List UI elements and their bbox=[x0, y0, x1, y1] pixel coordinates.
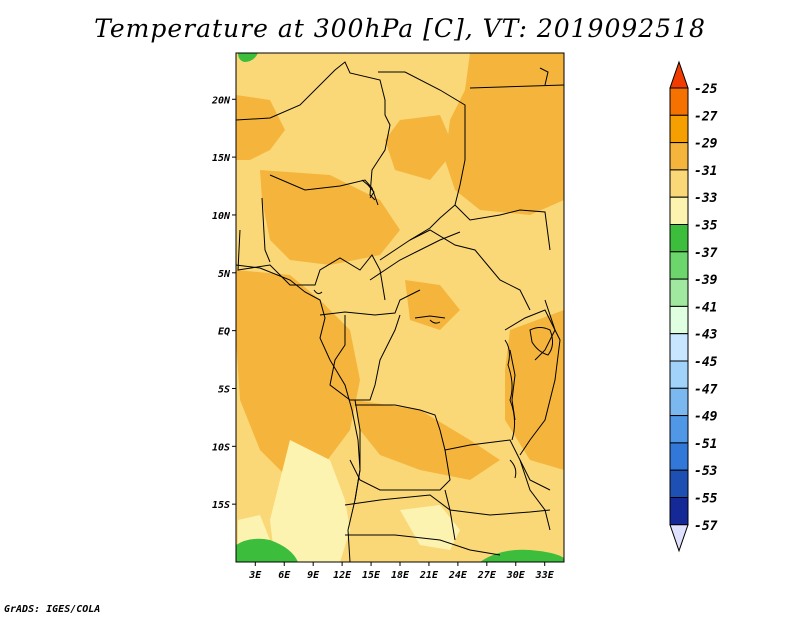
lon-tick-label: 18E bbox=[391, 570, 410, 581]
lon-tick-label: 6E bbox=[278, 570, 291, 581]
colorbar-label: -53 bbox=[694, 464, 718, 479]
colorbar-label: -29 bbox=[694, 137, 718, 152]
colorbar-label: -43 bbox=[694, 328, 718, 343]
colorbar-swatch bbox=[669, 142, 689, 171]
grads-credit: GrADS: IGES/COLA bbox=[4, 604, 101, 615]
colorbar-label: -49 bbox=[694, 410, 718, 425]
lat-tick-label: EQ bbox=[218, 327, 230, 338]
colorbar-swatch bbox=[669, 360, 689, 389]
lat-tick-label: 20N bbox=[211, 95, 231, 106]
lon-tick-label: 21E bbox=[419, 570, 439, 581]
green-regions bbox=[236, 53, 564, 562]
colorbar-label: -35 bbox=[694, 219, 718, 234]
lat-tick-label: 10N bbox=[212, 211, 231, 222]
lon-tick-label: 24E bbox=[448, 570, 468, 581]
colorbar-swatch bbox=[669, 169, 689, 198]
colorbar-swatch bbox=[669, 469, 689, 499]
colorbar-bottom-arrow bbox=[669, 524, 689, 553]
colorbar: -25 -27 -29 -31 -33 -35 -37 -39 -41 -43 -45 -47 -49 -… bbox=[669, 60, 718, 553]
colorbar-top-arrow bbox=[669, 60, 689, 89]
lat-tick-label: 5N bbox=[218, 269, 231, 280]
lon-tick-label: 9E bbox=[307, 570, 320, 581]
lat-tick-label: 10S bbox=[212, 442, 230, 453]
colorbar-label: -57 bbox=[694, 519, 718, 534]
coastline-lakes bbox=[236, 67, 554, 501]
lon-tick-label: 27E bbox=[477, 570, 497, 581]
colorbar-swatch bbox=[669, 305, 689, 335]
colorbar-label: -41 bbox=[694, 300, 717, 315]
country-borders bbox=[236, 61, 564, 562]
colorbar-label: -37 bbox=[694, 246, 718, 261]
colorbar-swatch bbox=[669, 442, 689, 471]
colorbar-label: -33 bbox=[694, 191, 718, 206]
lon-tick-label: 30E bbox=[506, 570, 526, 581]
colorbar-label: -47 bbox=[694, 382, 718, 397]
colorbar-swatch bbox=[669, 87, 689, 116]
lon-tick-label: 12E bbox=[333, 570, 352, 581]
lat-tick-label: 5S bbox=[218, 384, 230, 395]
colorbar-swatch bbox=[669, 497, 689, 526]
longitude-axis: 3E 6E 9E 12E 15E 18E 21E 24E 27E 30E 33E bbox=[248, 562, 555, 581]
colorbar-swatch bbox=[669, 333, 689, 362]
lon-tick-label: 15E bbox=[362, 570, 381, 581]
colorbar-label: -45 bbox=[694, 355, 718, 370]
colorbar-swatch bbox=[669, 415, 689, 444]
latitude-axis: 20N 15N 10N 5N EQ 5S 10S 15S bbox=[211, 95, 236, 511]
colorbar-label: -55 bbox=[694, 492, 718, 507]
colorbar-label: -39 bbox=[694, 273, 718, 288]
lon-tick-label: 3E bbox=[248, 570, 262, 581]
colorbar-swatch bbox=[669, 251, 689, 280]
colorbar-swatch bbox=[669, 114, 689, 144]
map-title: Temperature at 300hPa [C], VT: 201909251… bbox=[94, 14, 706, 43]
colorbar-swatch bbox=[669, 278, 689, 307]
colorbar-label: -27 bbox=[694, 109, 718, 124]
colorbar-label: -25 bbox=[694, 82, 718, 97]
colorbar-swatch bbox=[669, 387, 689, 417]
colorbar-label: -51 bbox=[694, 437, 717, 452]
temperature-field bbox=[236, 53, 564, 562]
lat-tick-label: 15S bbox=[212, 500, 230, 511]
colorbar-swatch bbox=[669, 224, 689, 253]
lon-tick-label: 33E bbox=[535, 570, 555, 581]
colorbar-swatch bbox=[669, 196, 689, 225]
lat-tick-label: 15N bbox=[212, 153, 231, 164]
warm-regions bbox=[236, 53, 564, 480]
colorbar-label: -31 bbox=[694, 164, 717, 179]
